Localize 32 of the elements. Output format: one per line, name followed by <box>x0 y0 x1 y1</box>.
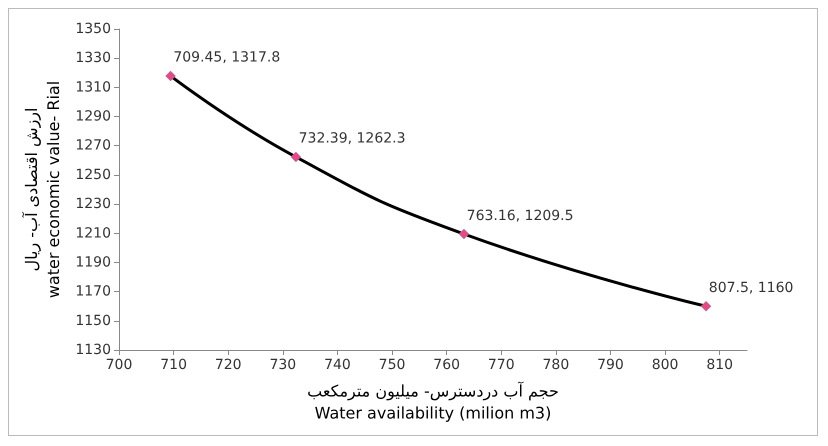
y-tick-label: 1290 <box>75 108 111 125</box>
x-tick-label: 760 <box>433 357 460 373</box>
x-tick-label: 810 <box>706 357 734 373</box>
x-tick-label: 730 <box>269 357 296 373</box>
x-tick-label: 750 <box>378 357 406 373</box>
point <box>700 300 712 312</box>
y-tick-label: 1250 <box>75 166 111 183</box>
y-tick-label: 1270 <box>75 138 111 154</box>
y-tick-label: 1190 <box>75 254 111 270</box>
x-tick-label: 700 <box>106 357 132 373</box>
x-tick-label: 740 <box>324 357 351 373</box>
data-label: 807.5, 1160 <box>708 280 794 296</box>
data-label: 709.45, 1317.8 <box>173 50 280 66</box>
x-tick-label: 720 <box>214 357 242 373</box>
y-tick-label: 1130 <box>75 342 111 358</box>
y-tick-label: 1310 <box>75 79 111 96</box>
y-tick-label: 1350 <box>75 21 111 37</box>
data-label: 763.16, 1209.5 <box>466 208 574 224</box>
y-tick-label: 1170 <box>75 284 111 300</box>
y-tick-label: 1230 <box>75 196 111 212</box>
x-tick-label: 780 <box>542 357 570 373</box>
x-tick-label: 710 <box>160 357 187 373</box>
point <box>165 70 176 82</box>
y-tick-label: 1330 <box>75 50 111 66</box>
y-tick-label: 1210 <box>75 225 111 242</box>
point <box>458 228 470 240</box>
x-tick-label: 770 <box>488 357 515 373</box>
y-tick-label: 1150 <box>75 312 111 329</box>
point <box>290 152 302 162</box>
x-tick-label: 790 <box>597 357 624 373</box>
x-tick-label: 800 <box>652 357 678 373</box>
data-label: 732.39, 1262.3 <box>298 130 406 147</box>
